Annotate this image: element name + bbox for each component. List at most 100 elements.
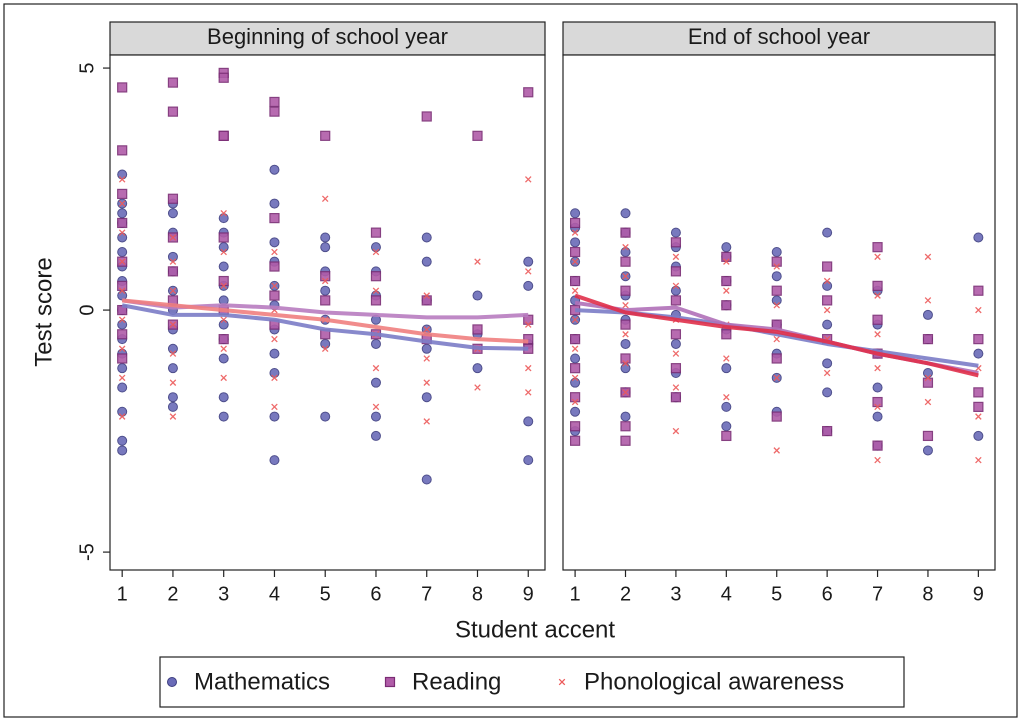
point	[523, 280, 534, 291]
point	[118, 316, 126, 324]
point	[973, 401, 984, 412]
point	[118, 229, 126, 236]
point	[620, 246, 631, 257]
x-tick-label: 2	[620, 583, 631, 605]
point	[472, 324, 483, 335]
point	[117, 445, 128, 456]
point	[169, 350, 177, 357]
point	[872, 411, 883, 422]
point	[218, 353, 229, 364]
point	[218, 319, 229, 330]
point	[474, 258, 481, 265]
x-tick-label: 1	[117, 583, 128, 605]
point	[569, 334, 581, 345]
point	[220, 248, 227, 256]
x-tick-label: 5	[320, 583, 331, 605]
point	[117, 406, 128, 417]
trend-line	[121, 298, 529, 344]
x-tick-label: 1	[570, 583, 581, 605]
point	[118, 258, 126, 265]
point	[622, 331, 629, 338]
point	[320, 232, 331, 243]
point	[524, 364, 532, 372]
point	[822, 295, 833, 306]
point	[269, 198, 280, 209]
point	[771, 411, 782, 422]
point	[922, 368, 933, 379]
point	[570, 237, 581, 248]
point	[670, 285, 681, 296]
point	[421, 256, 432, 267]
point	[670, 363, 682, 374]
point	[118, 413, 126, 420]
legend-marker	[167, 677, 177, 687]
point	[524, 268, 532, 275]
point	[421, 474, 432, 485]
point	[269, 290, 280, 301]
point	[167, 392, 178, 403]
point	[922, 309, 933, 320]
point	[421, 392, 432, 403]
point	[118, 345, 126, 353]
point	[421, 111, 432, 122]
point	[670, 266, 682, 277]
point	[523, 87, 534, 98]
point	[117, 363, 128, 374]
point	[524, 389, 532, 396]
point	[872, 396, 883, 408]
panel-title: Beginning of school year	[207, 24, 448, 49]
point	[220, 345, 227, 353]
point	[169, 413, 177, 420]
point	[117, 280, 128, 291]
point	[721, 242, 732, 253]
point	[320, 295, 331, 306]
x-tick-label: 3	[670, 583, 681, 605]
point	[922, 334, 934, 345]
point	[872, 440, 883, 451]
point	[218, 392, 229, 403]
point	[570, 406, 581, 417]
point	[117, 382, 128, 393]
point	[269, 96, 280, 108]
point	[771, 271, 782, 282]
point	[672, 253, 680, 261]
point	[167, 363, 178, 374]
point	[822, 425, 833, 437]
point	[569, 421, 581, 432]
point	[218, 411, 229, 422]
point	[321, 345, 329, 353]
point	[370, 271, 382, 282]
point	[922, 445, 933, 456]
point	[622, 389, 629, 396]
point	[975, 456, 982, 464]
point	[874, 253, 881, 261]
point	[723, 287, 730, 294]
point	[117, 169, 128, 180]
point	[670, 392, 682, 403]
point	[117, 329, 128, 340]
point	[169, 287, 177, 294]
point	[269, 106, 280, 117]
point	[773, 374, 780, 382]
y-axis-label: Test score	[30, 257, 57, 366]
point	[472, 290, 483, 301]
point	[822, 280, 833, 291]
point	[620, 411, 631, 422]
point	[569, 217, 581, 229]
point	[169, 258, 177, 265]
point	[975, 306, 982, 314]
point	[421, 343, 432, 354]
point	[721, 300, 732, 311]
point	[370, 227, 382, 238]
point	[423, 379, 430, 386]
point	[220, 282, 227, 290]
point	[474, 384, 481, 391]
point	[771, 256, 782, 267]
point	[973, 334, 984, 345]
point	[773, 335, 780, 343]
point	[569, 275, 581, 287]
point	[620, 363, 631, 374]
legend-marker	[384, 676, 396, 688]
point	[721, 421, 732, 432]
